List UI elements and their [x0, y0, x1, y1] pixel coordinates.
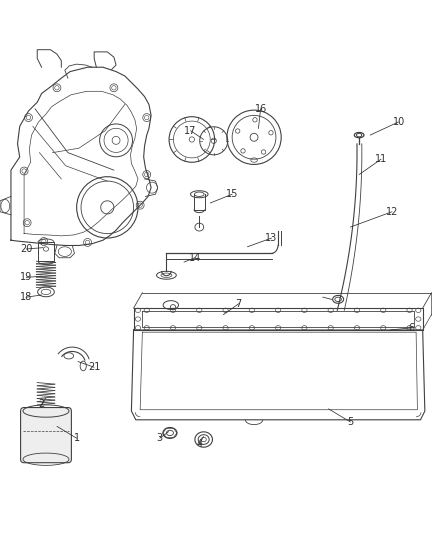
Text: 20: 20 [20, 244, 32, 254]
Text: 21: 21 [88, 362, 100, 372]
Text: 14: 14 [189, 253, 201, 263]
Text: 3: 3 [157, 433, 163, 443]
Text: 12: 12 [386, 207, 398, 217]
Text: 15: 15 [226, 189, 238, 199]
Text: 4: 4 [196, 439, 202, 449]
Text: 13: 13 [265, 233, 278, 243]
Text: 5: 5 [347, 417, 353, 427]
Text: 19: 19 [20, 272, 32, 282]
Bar [38, 242, 54, 261]
Text: 7: 7 [236, 298, 242, 309]
Text: 6: 6 [409, 323, 415, 333]
Text: 16: 16 [254, 104, 267, 114]
Text: 17: 17 [184, 126, 197, 136]
Text: 11: 11 [375, 154, 387, 164]
FancyBboxPatch shape [21, 408, 71, 463]
Text: 10: 10 [392, 117, 405, 127]
Text: 18: 18 [20, 292, 32, 302]
Text: 1: 1 [74, 433, 80, 443]
Text: 2: 2 [39, 399, 45, 409]
